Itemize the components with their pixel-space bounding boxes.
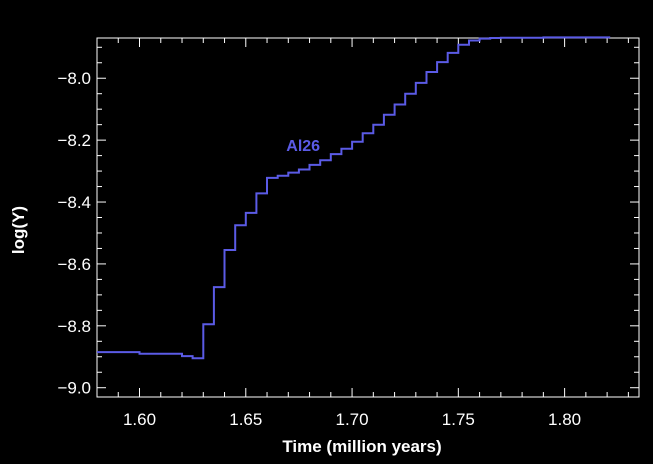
annotation-layer: Al26 <box>286 138 320 155</box>
x-axis: 1.60 1.65 1.70 1.75 1.80 <box>96 38 629 429</box>
y-axis: −9.0 −8.8 −8.6 −8.4 −8.2 −8.0 <box>57 46 639 398</box>
x-tick-label: 1.65 <box>229 410 262 429</box>
y-tick-label: −9.0 <box>57 379 91 398</box>
x-tick-label: 1.60 <box>123 410 156 429</box>
y-tick-label: −8.6 <box>57 255 91 274</box>
x-axis-title: Time (million years) <box>282 437 441 456</box>
y-tick-label: −8.2 <box>57 131 91 150</box>
series-layer <box>97 36 611 360</box>
x-tick-label: 1.70 <box>336 410 369 429</box>
series-line-al26 <box>97 36 611 360</box>
x-tick-label: 1.75 <box>442 410 475 429</box>
y-tick-label: −8.4 <box>57 193 91 212</box>
y-axis-title: log(Y) <box>9 206 28 254</box>
y-tick-label: −8.8 <box>57 317 91 336</box>
series-annotation-label: Al26 <box>286 138 320 155</box>
x-tick-label: 1.80 <box>548 410 581 429</box>
y-tick-label: −8.0 <box>57 69 91 88</box>
